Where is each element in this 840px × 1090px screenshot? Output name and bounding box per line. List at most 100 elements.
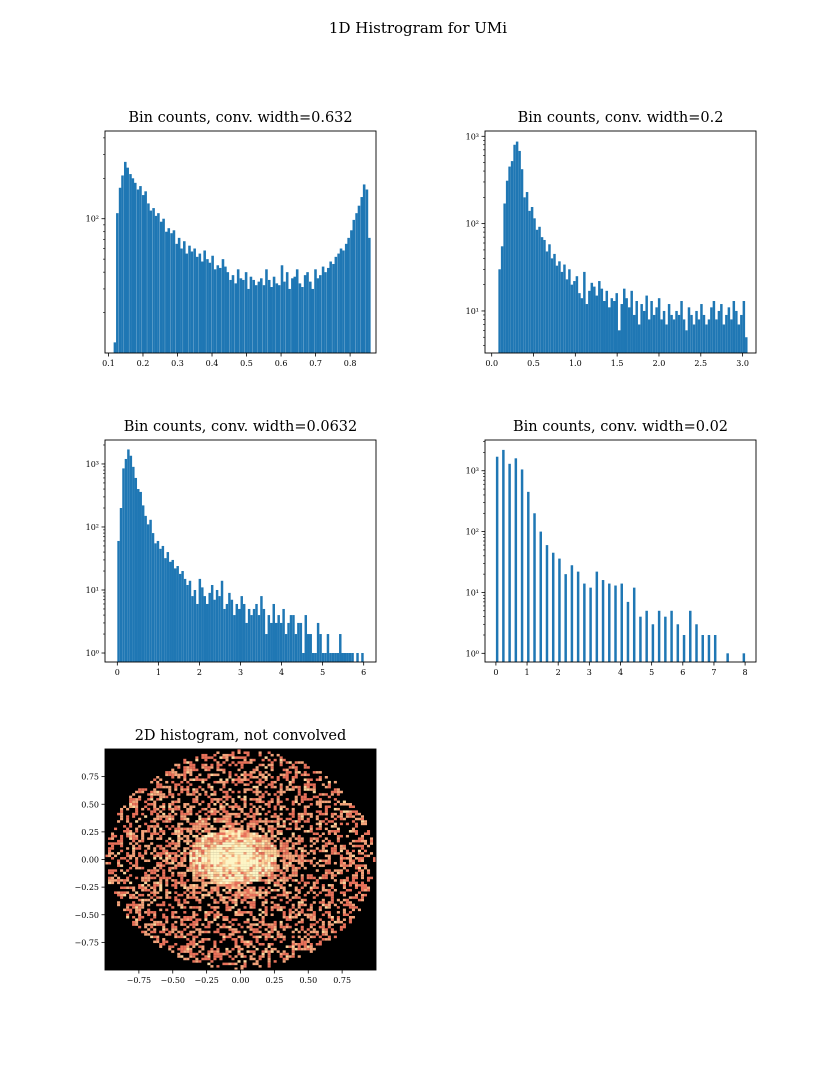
histogram-bar: [664, 616, 667, 662]
heatmap-cell: [324, 785, 328, 789]
heatmap-cell: [291, 834, 295, 838]
heatmap-cell: [315, 771, 319, 774]
heatmap-cell: [204, 911, 208, 914]
heatmap-cell: [243, 839, 247, 843]
heatmap-cell: [165, 825, 169, 828]
heatmap-cell: [252, 844, 256, 848]
heatmap-cell: [156, 832, 160, 835]
heatmap-cell: [348, 918, 352, 921]
heatmap-cell: [360, 876, 364, 880]
heatmap-cell: [252, 864, 256, 867]
histogram-bar: [124, 458, 128, 662]
heatmap-cell: [270, 854, 274, 858]
heatmap-cell: [357, 908, 361, 912]
heatmap-cell: [294, 866, 298, 870]
heatmap-cell: [252, 874, 256, 877]
heatmap-cell: [309, 837, 313, 840]
heatmap-cell: [333, 790, 337, 794]
heatmap-cell: [225, 844, 229, 848]
histogram-bar: [632, 314, 636, 353]
heatmap-cell: [300, 901, 304, 904]
heatmap-cell: [348, 906, 352, 909]
heatmap-cell: [222, 783, 226, 786]
heatmap-cell: [159, 830, 163, 833]
histogram-bar: [742, 301, 746, 353]
histogram-bar: [279, 622, 283, 662]
heatmap-cell: [213, 950, 217, 953]
heatmap-cell: [222, 832, 226, 835]
heatmap-cell: [285, 768, 289, 772]
heatmap-cell: [255, 834, 259, 838]
heatmap-cell: [138, 925, 142, 929]
histogram-bar: [295, 269, 299, 353]
heatmap-cell: [132, 920, 136, 924]
heatmap-cell: [225, 866, 229, 870]
heatmap-cell: [267, 886, 271, 890]
heatmap-cell: [318, 825, 322, 828]
heatmap-cell: [144, 800, 148, 804]
heatmap-cell: [243, 911, 247, 914]
heatmap-cell: [147, 888, 151, 892]
histogram-bar: [250, 615, 253, 662]
heatmap-cell: [141, 857, 145, 860]
heatmap-cell: [327, 830, 331, 833]
heatmap-cell: [177, 766, 181, 769]
heatmap-cell: [117, 820, 121, 823]
heatmap-cell: [252, 876, 256, 880]
heatmap-cell: [189, 930, 193, 934]
heatmap-cell: [132, 915, 136, 919]
heatmap-cell: [165, 896, 169, 899]
histogram-bar: [226, 272, 230, 353]
heatmap-cell: [192, 925, 196, 929]
heatmap-cell: [315, 832, 319, 835]
heatmap-cell: [135, 830, 139, 833]
heatmap-cell: [138, 913, 142, 917]
heatmap-cell: [246, 778, 250, 781]
heatmap-cell: [213, 957, 217, 961]
heatmap-cell: [261, 923, 265, 926]
heatmap-cell: [153, 920, 157, 924]
heatmap-cell: [237, 795, 241, 799]
histogram-bar: [514, 458, 518, 662]
heatmap-cell: [213, 780, 217, 784]
heatmap-cell: [213, 874, 217, 877]
heatmap-cell: [237, 780, 241, 784]
heatmap-cell: [177, 825, 181, 828]
heatmap-cell: [192, 888, 196, 892]
y-tick-label: −0.25: [74, 883, 99, 892]
heatmap-cell: [243, 798, 247, 801]
heatmap-cell: [237, 930, 241, 934]
heatmap-cell: [162, 923, 166, 926]
heatmap-cell: [318, 940, 322, 944]
heatmap-cell: [273, 812, 277, 816]
heatmap-cell: [171, 795, 175, 799]
heatmap-cell: [138, 788, 142, 791]
heatmap-cell: [249, 864, 253, 867]
heatmap-cell: [351, 810, 355, 813]
heatmap-cell: [132, 903, 136, 907]
heatmap-cell: [291, 952, 295, 956]
heatmap-cell: [303, 913, 307, 917]
x-tick-label: 3: [587, 668, 592, 677]
heatmap-cell: [204, 893, 208, 897]
heatmap-cell: [303, 810, 307, 813]
histogram-bar: [331, 653, 335, 662]
heatmap-cell: [174, 842, 178, 845]
heatmap-cell: [141, 839, 145, 843]
heatmap-cell: [159, 864, 163, 867]
heatmap-cell: [273, 820, 277, 823]
heatmap-cell: [273, 780, 277, 784]
heatmap-cell: [255, 842, 259, 845]
heatmap-cell: [231, 930, 235, 934]
heatmap-cell: [153, 928, 157, 931]
heatmap-cell: [204, 871, 208, 875]
heatmap-cell: [339, 844, 343, 848]
heatmap-cell: [240, 780, 244, 784]
heatmap-cell: [282, 842, 286, 845]
heatmap-cell: [264, 832, 268, 835]
heatmap-cell: [219, 881, 223, 885]
heatmap-cell: [279, 758, 283, 762]
heatmap-cell: [267, 925, 271, 929]
heatmap-cell: [297, 803, 301, 806]
heatmap-cell: [201, 866, 205, 870]
